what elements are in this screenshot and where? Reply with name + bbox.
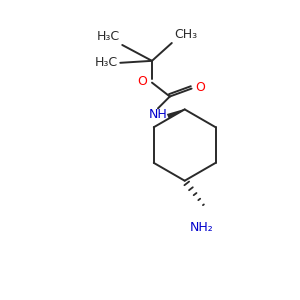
Text: NH: NH [148,108,167,121]
Text: O: O [137,75,147,88]
Text: CH₃: CH₃ [174,28,197,41]
Polygon shape [167,109,185,118]
Text: O: O [196,81,206,94]
Text: NH₂: NH₂ [190,221,213,234]
Text: H₃C: H₃C [95,56,118,69]
Text: H₃C: H₃C [97,30,120,43]
